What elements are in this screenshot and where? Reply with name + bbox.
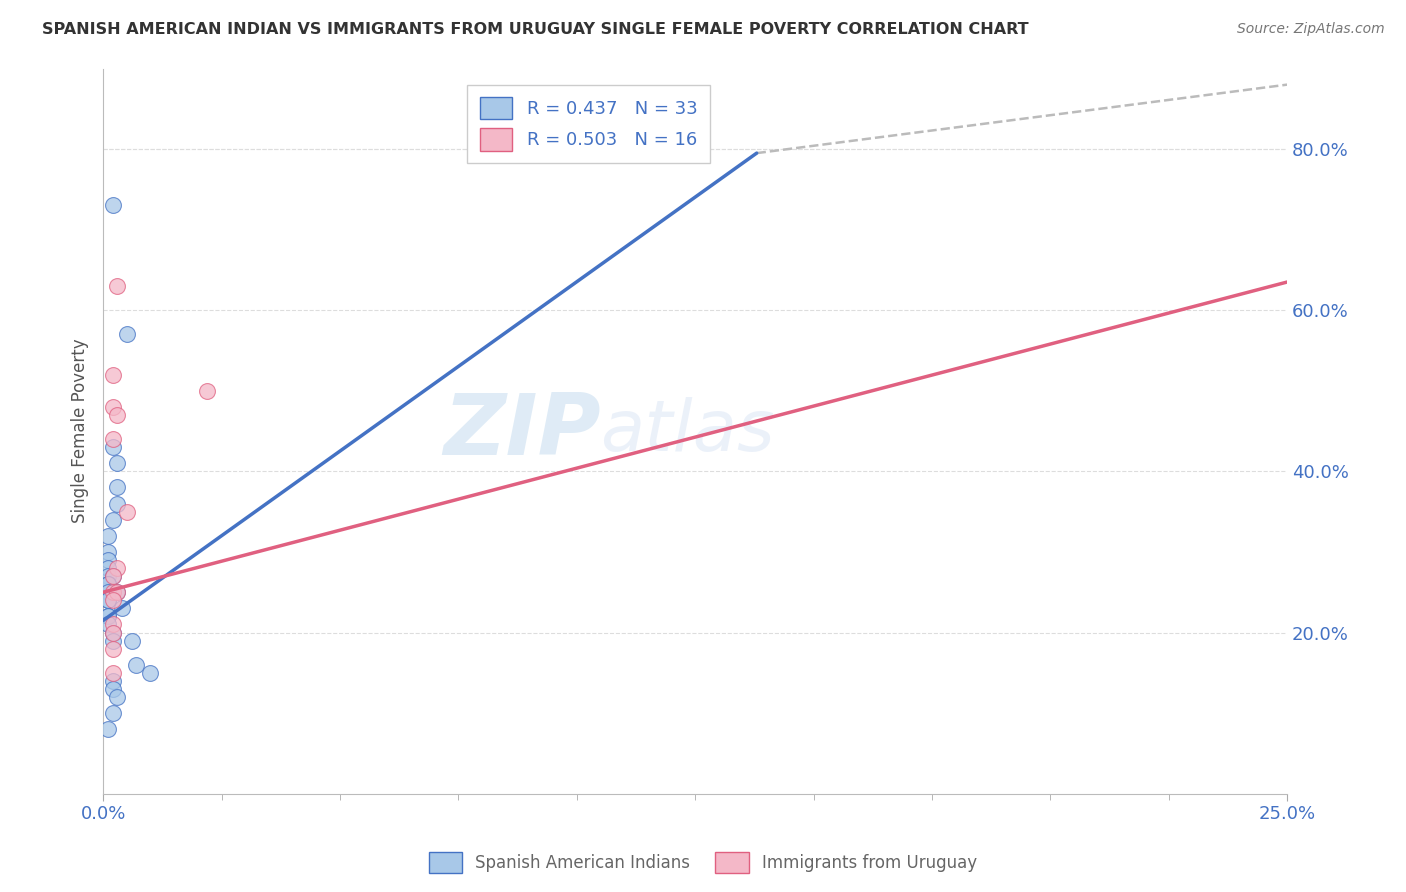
- Point: [97, 585, 120, 599]
- Point: [101, 585, 124, 599]
- Text: Source: ZipAtlas.com: Source: ZipAtlas.com: [1237, 22, 1385, 37]
- Point: [101, 681, 124, 696]
- Point: [101, 673, 124, 688]
- Point: [97, 545, 120, 559]
- Point: [97, 569, 120, 583]
- Point: [101, 569, 124, 583]
- Point: [101, 593, 124, 607]
- Point: [101, 665, 124, 680]
- Point: [105, 690, 128, 704]
- Point: [105, 456, 128, 470]
- Y-axis label: Single Female Poverty: Single Female Poverty: [72, 339, 89, 524]
- Legend: R = 0.437   N = 33, R = 0.503   N = 16: R = 0.437 N = 33, R = 0.503 N = 16: [467, 85, 710, 163]
- Point: [115, 327, 138, 342]
- Point: [105, 585, 128, 599]
- Point: [97, 577, 120, 591]
- Point: [101, 706, 124, 720]
- Point: [111, 601, 134, 615]
- Point: [97, 529, 120, 543]
- Point: [97, 609, 120, 624]
- Point: [101, 440, 124, 454]
- Point: [97, 609, 120, 624]
- Point: [97, 593, 120, 607]
- Point: [97, 561, 120, 575]
- Point: [139, 665, 162, 680]
- Point: [101, 400, 124, 414]
- Point: [101, 368, 124, 382]
- Point: [101, 432, 124, 446]
- Point: [101, 633, 124, 648]
- Text: ZIP: ZIP: [443, 390, 600, 473]
- Point: [101, 641, 124, 656]
- Point: [101, 625, 124, 640]
- Point: [105, 279, 128, 293]
- Point: [97, 723, 120, 737]
- Point: [97, 577, 120, 591]
- Point: [115, 505, 138, 519]
- Point: [101, 198, 124, 212]
- Point: [101, 569, 124, 583]
- Point: [105, 497, 128, 511]
- Point: [97, 593, 120, 607]
- Point: [97, 553, 120, 567]
- Point: [101, 513, 124, 527]
- Text: SPANISH AMERICAN INDIAN VS IMMIGRANTS FROM URUGUAY SINGLE FEMALE POVERTY CORRELA: SPANISH AMERICAN INDIAN VS IMMIGRANTS FR…: [42, 22, 1029, 37]
- Legend: Spanish American Indians, Immigrants from Uruguay: Spanish American Indians, Immigrants fro…: [422, 846, 984, 880]
- Point: [105, 585, 128, 599]
- Point: [125, 657, 148, 672]
- Point: [101, 625, 124, 640]
- Point: [101, 617, 124, 632]
- Point: [195, 384, 218, 398]
- Point: [121, 633, 143, 648]
- Text: atlas: atlas: [600, 397, 775, 466]
- Point: [105, 561, 128, 575]
- Point: [97, 617, 120, 632]
- Point: [105, 481, 128, 495]
- Point: [105, 408, 128, 422]
